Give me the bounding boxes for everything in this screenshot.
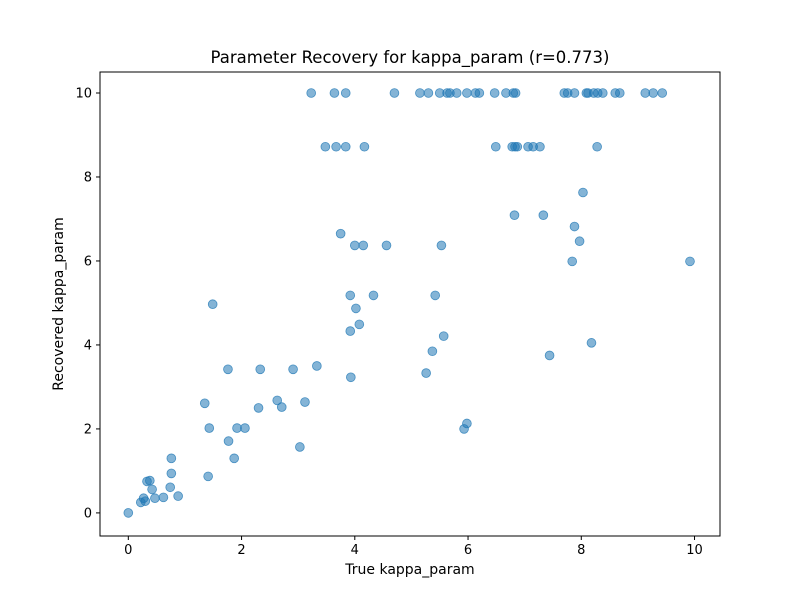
data-point [351, 303, 361, 314]
data-point [145, 475, 155, 486]
data-point [199, 398, 210, 409]
x-tick-label: 10 [686, 543, 703, 558]
data-point [223, 364, 233, 375]
data-point [150, 493, 160, 504]
data-point [276, 402, 287, 412]
data-point [354, 319, 365, 330]
data-point [569, 221, 580, 232]
data-point [586, 338, 597, 348]
data-point [415, 88, 425, 98]
y-tick-label: 2 [84, 422, 92, 437]
x-axis: 0 2 4 6 8 10 [124, 536, 703, 558]
data-point [232, 423, 242, 433]
data-point [140, 496, 151, 506]
data-point [512, 141, 523, 152]
data-point [312, 361, 322, 371]
data-point [509, 210, 520, 220]
data-point [614, 88, 625, 98]
data-point [490, 141, 501, 152]
data-point [272, 395, 283, 406]
plot-frame [99, 71, 721, 537]
data-point [574, 236, 585, 247]
data-point [329, 88, 340, 98]
data-point [306, 88, 317, 98]
data-point [640, 88, 651, 98]
data-point [451, 88, 462, 98]
data-point [240, 423, 250, 433]
data-point [569, 88, 580, 98]
data-point [300, 397, 310, 407]
data-point [430, 290, 441, 301]
data-point [204, 423, 215, 433]
y-tick-label: 10 [75, 86, 92, 101]
data-point [462, 418, 472, 429]
data-point [648, 88, 658, 98]
data-point [165, 482, 176, 493]
data-point [368, 290, 379, 301]
x-tick-label: 0 [124, 543, 132, 558]
data-point [423, 88, 434, 98]
x-tick-label: 6 [464, 543, 472, 558]
data-point [255, 364, 266, 375]
data-point [320, 141, 331, 152]
data-point [346, 372, 356, 383]
data-point [203, 471, 213, 482]
data-point [535, 141, 545, 152]
data-point [158, 492, 169, 503]
y-tick-label: 0 [84, 506, 92, 521]
data-point [578, 187, 588, 198]
data-point [510, 88, 521, 98]
data-point [340, 141, 351, 152]
data-point [147, 484, 157, 495]
data-point [335, 228, 346, 239]
x-tick-label: 2 [237, 543, 245, 558]
data-point [166, 468, 177, 479]
data-point [462, 88, 472, 98]
data-point [427, 346, 438, 357]
data-point [295, 442, 305, 452]
data-point [166, 453, 177, 464]
data-point [489, 88, 500, 98]
data-point [592, 141, 602, 152]
data-point [474, 88, 485, 98]
data-point [349, 240, 360, 251]
y-tick-label: 6 [84, 254, 92, 269]
data-point [345, 326, 356, 336]
data-point [421, 368, 431, 378]
data-point [657, 88, 668, 98]
chart-title: Parameter Recovery for kappa_param (r=0.… [211, 48, 610, 68]
data-point [389, 88, 400, 98]
data-point [173, 491, 183, 501]
data-point [253, 403, 264, 413]
y-tick-label: 4 [84, 338, 92, 353]
y-axis-label: Recovered kappa_param [51, 217, 67, 391]
data-point [438, 331, 449, 341]
data-point [436, 240, 447, 251]
data-point [229, 453, 239, 464]
data-point [358, 240, 369, 251]
points-layer [123, 88, 695, 518]
data-point [331, 141, 341, 152]
data-point [345, 290, 356, 301]
x-tick-label: 4 [351, 543, 359, 558]
data-point [223, 436, 234, 446]
data-point [538, 210, 549, 220]
data-point [123, 508, 134, 518]
y-axis: 0 2 4 6 8 10 [75, 86, 100, 521]
y-tick-label: 8 [84, 170, 92, 185]
data-point [207, 299, 218, 310]
x-tick-label: 8 [577, 543, 585, 558]
data-point [685, 256, 695, 267]
data-point [597, 88, 608, 98]
data-point [544, 350, 555, 361]
data-point [381, 240, 392, 251]
data-point [359, 141, 370, 152]
x-axis-label: True kappa_param [344, 562, 474, 578]
data-point [340, 88, 351, 98]
data-point [567, 256, 578, 267]
data-point [288, 364, 298, 375]
